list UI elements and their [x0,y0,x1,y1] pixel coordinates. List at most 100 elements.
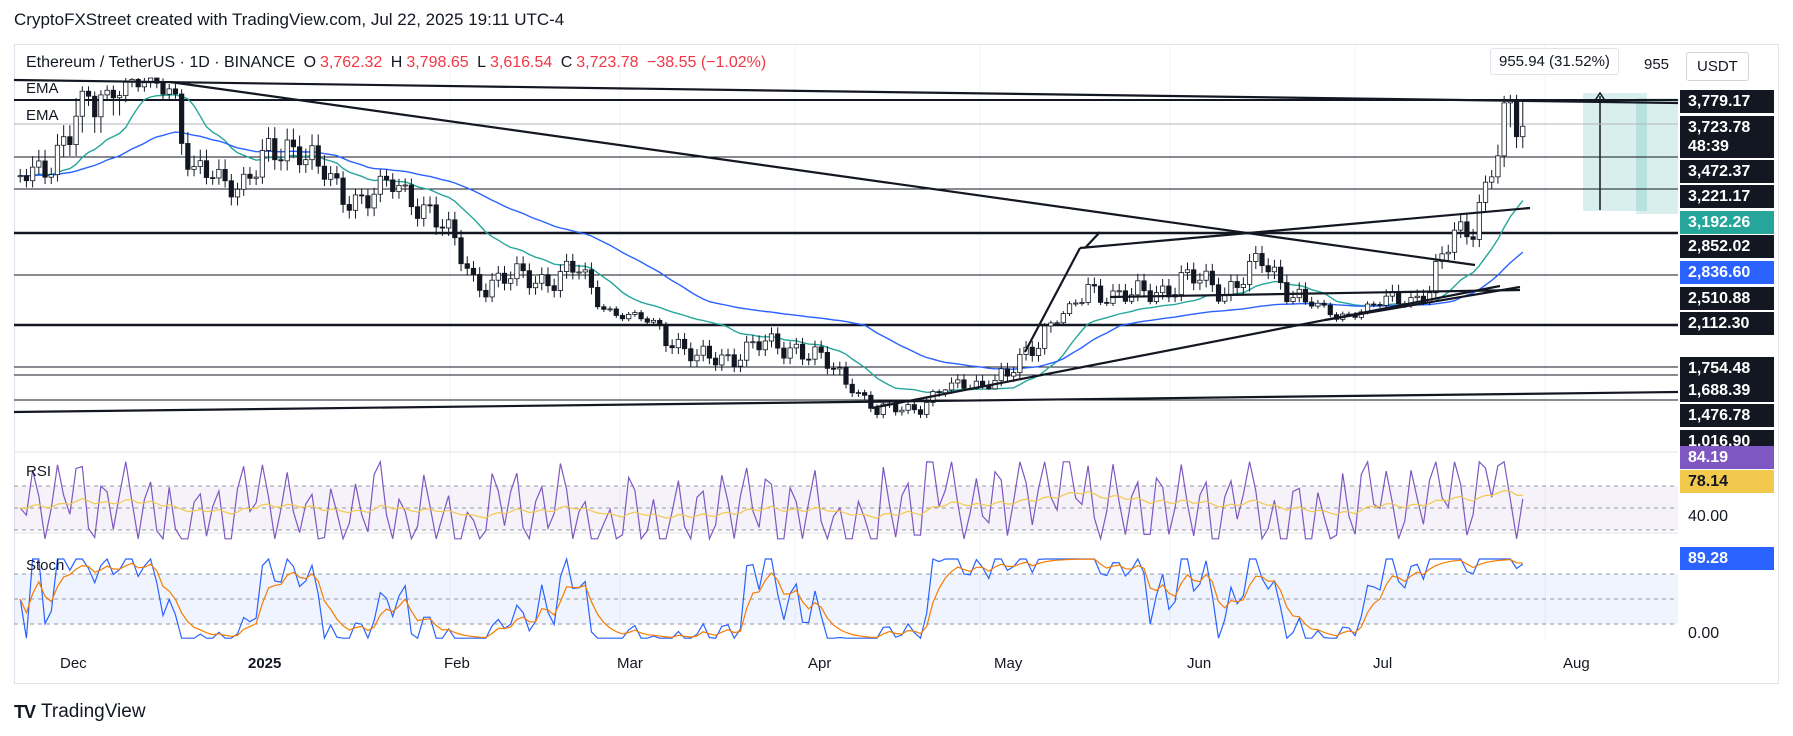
candle-down [713,357,719,366]
candle-down [644,318,650,323]
candle-down [775,333,781,349]
candle-up [1458,221,1464,231]
footer-brand[interactable]: TradingView [41,701,146,722]
candle-up [607,308,613,311]
rsi-legend[interactable]: RSI [26,463,52,480]
candle-layer [17,77,1526,419]
candle-up [1482,181,1489,203]
price-tag: 3,723.78 [1680,116,1774,139]
trendline [13,78,1679,105]
ema-fast-legend[interactable]: EMA [26,80,59,97]
candle-up [582,269,588,273]
price-tag: 3,779.17 [1680,90,1774,113]
stoch-legend[interactable]: Stoch [26,557,65,574]
candle-down [408,184,414,208]
candle-up [191,166,197,170]
candle-up [1476,202,1482,240]
candle-down [911,404,917,411]
currency-button[interactable]: USDT [1686,52,1749,81]
candle-up [1315,302,1321,307]
candle-down [601,306,607,310]
candle-down [551,285,557,291]
candle-down [278,159,284,162]
candle-down [414,206,421,219]
candle-down [1309,301,1315,307]
candle-up [768,333,775,342]
candle-down [290,139,297,148]
ema-slow-legend[interactable]: EMA [26,107,59,124]
rsi-ma-line [20,489,1523,519]
candle-down [936,391,942,394]
candle-up [1116,290,1122,293]
candle-up [328,173,334,180]
candle-down [862,392,868,396]
candle-down [154,77,160,84]
candle-up [924,402,930,415]
measure-area [1636,98,1678,214]
chart-frame[interactable] [14,44,1779,684]
symbol-name: Ethereum / TetherUS · 1D · BINANCE [26,54,296,71]
candle-down [92,95,98,118]
candle-down [477,274,483,291]
candle-down [818,346,824,353]
candle-down [961,379,967,389]
candle-down [663,323,669,347]
price-tag: 89.28 [1680,547,1774,570]
price-tag: 3,192.26 [1680,211,1774,234]
candle-up [905,404,911,411]
candle-up [396,184,402,192]
footer: TV TradingView [14,701,146,723]
trendline [1024,247,1081,353]
candle-down [1141,280,1147,292]
candle-down [334,173,340,179]
candle-up [563,260,570,272]
candle-up [725,354,731,357]
candle-up [1048,322,1054,327]
candle-down [1234,281,1240,288]
x-tick-feb: Feb [444,655,470,672]
candle-up [626,313,632,320]
candle-down [470,267,477,275]
candle-up [1197,279,1203,284]
candle-up [998,368,1004,381]
candle-down [297,146,303,166]
candle-down [346,204,352,211]
candle-up [1520,125,1526,138]
candle-down [452,219,458,239]
x-tick-dec: Dec [60,655,87,672]
candle-down [1321,302,1327,306]
candle-down [483,289,489,298]
candle-up [762,340,768,351]
candle-down [172,88,179,95]
candle-down [756,341,762,351]
candle-up [1445,251,1451,255]
candle-down [526,270,532,289]
candle-down [731,354,737,367]
candle-down [433,204,439,228]
candle-up [650,319,657,323]
candle-down [185,143,191,170]
candle-up [259,150,265,178]
candle-down [439,226,446,229]
candle-up [793,343,799,349]
candle-up [73,115,79,145]
candle-down [110,89,116,99]
candle-down [222,169,228,182]
price-tag: 2,836.60 [1680,261,1774,284]
candle-up [694,354,700,362]
price-tag: 1,476.78 [1680,404,1774,427]
close-value: 3,723.78 [576,54,639,71]
candle-up [787,347,793,359]
candle-up [719,354,725,366]
candle-down [247,173,253,179]
candle-up [402,184,408,187]
candle-down [613,308,619,316]
price-tag: 48:39 [1680,135,1774,158]
price-tag: 1,754.48 [1680,357,1774,380]
candle-up [532,282,539,289]
trendline [1084,231,1101,249]
candle-up [1178,272,1184,295]
trend-layer [13,78,1679,414]
tradingview-logo-icon[interactable]: TV [14,701,36,722]
